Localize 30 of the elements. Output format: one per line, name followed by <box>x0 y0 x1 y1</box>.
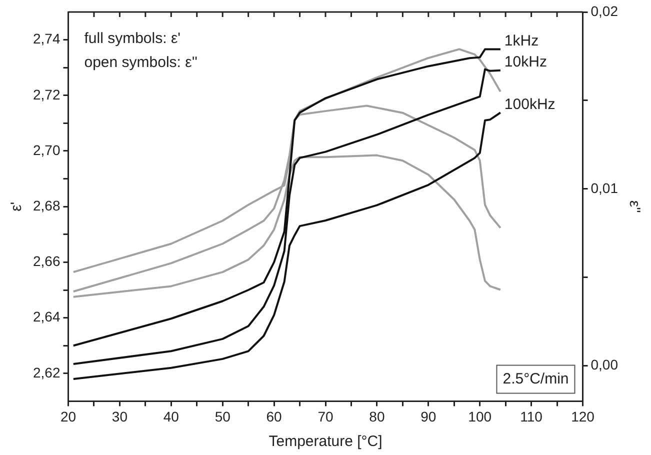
x-tick-label: 60 <box>266 408 282 424</box>
y-tick-label: 2,72 <box>33 86 60 102</box>
y-tick-label: 2,62 <box>33 364 60 380</box>
annotation: 2.5°C/min <box>502 370 569 388</box>
x-tick-label: 30 <box>112 408 128 424</box>
x-tick-label: 80 <box>369 408 385 424</box>
x-tick-label: 100 <box>468 408 492 424</box>
y2-tick-label: 0,02 <box>590 2 618 19</box>
series-label: 100kHz <box>504 96 556 113</box>
x-tick-label: 120 <box>571 408 595 424</box>
y2-tick-label: 0,01 <box>590 180 618 196</box>
y-tick-label: 2,66 <box>33 253 60 270</box>
x-tick-label: 20 <box>60 408 76 424</box>
series-label: 10kHz <box>504 54 547 71</box>
annotation: open symbols: ε'' <box>84 54 198 72</box>
y2-tick-label: 0,00 <box>590 356 618 373</box>
annotation: full symbols: ε' <box>84 30 181 48</box>
series-label: 1kHz <box>504 32 539 50</box>
x-tick-label: 90 <box>420 408 436 424</box>
x-axis-title: Temperature [°C] <box>268 433 382 450</box>
x-tick-label: 50 <box>214 408 231 424</box>
y-tick-label: 2,70 <box>33 142 60 158</box>
x-tick-label: 40 <box>163 408 180 424</box>
x-tick-label: 110 <box>520 408 543 424</box>
y-tick-label: 2,68 <box>33 197 60 214</box>
y-axis-title: ε' <box>8 202 26 212</box>
x-tick-label: 70 <box>318 408 334 424</box>
y2-axis-title: ε'' <box>626 200 643 213</box>
y-tick-label: 2,74 <box>33 30 60 47</box>
y-tick-label: 2,64 <box>33 308 60 325</box>
